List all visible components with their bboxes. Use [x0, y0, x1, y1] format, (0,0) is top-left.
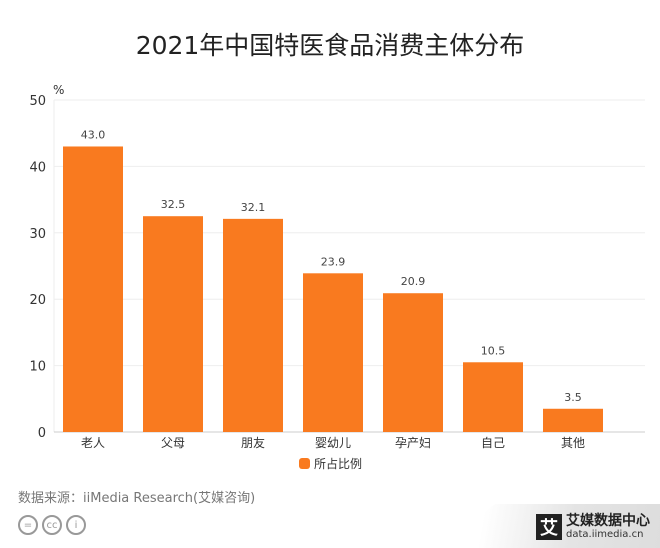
logo: 艾 艾媒数据中心 data.iimedia.cn [536, 514, 650, 540]
cc-by-icon: i [66, 515, 86, 535]
y-tick-label: 10 [29, 360, 46, 375]
chart-title: 2021年中国特医食品消费主体分布 [135, 31, 525, 60]
y-tick-label: 50 [29, 94, 46, 109]
x-tick-label: 婴幼儿 [315, 436, 351, 450]
x-tick-label: 其他 [561, 436, 585, 450]
data-label: 32.1 [241, 201, 266, 214]
y-tick-label: 0 [38, 426, 46, 441]
y-tick-label: 30 [29, 227, 46, 242]
data-label: 32.5 [161, 198, 186, 211]
logo-mark: 艾 [536, 514, 562, 540]
data-label: 3.5 [564, 391, 582, 404]
data-label: 23.9 [321, 255, 346, 268]
bar [303, 273, 363, 432]
logo-name: 艾媒数据中心 [566, 513, 650, 529]
x-tick-label: 孕产妇 [395, 436, 431, 450]
x-tick-label: 父母 [161, 436, 185, 450]
data-label: 20.9 [401, 275, 426, 288]
bar [223, 218, 283, 432]
data-source: 数据来源：iiMedia Research(艾媒咨询) [18, 491, 256, 506]
bar [543, 408, 603, 432]
bar-chart: 0 10 20 30 40 50% 43.0 老人 32.5 父母 32.1 朋友 23.9 婴幼儿 20.… [29, 83, 645, 471]
legend-swatch [299, 458, 310, 469]
x-tick-label: 自己 [481, 436, 505, 450]
x-tick-label: 老人 [81, 436, 105, 450]
data-label: 43.0 [81, 128, 106, 141]
legend-label: 所占比例 [314, 456, 362, 471]
license-icons: = cc i [18, 515, 86, 535]
data-label: 10.5 [481, 344, 506, 357]
y-axis-unit: % [53, 83, 64, 97]
bar [463, 362, 523, 432]
bar [63, 146, 123, 433]
y-tick-label: 40 [29, 160, 46, 175]
cc-icon: cc [42, 515, 62, 535]
bar [143, 216, 203, 432]
bar [383, 293, 443, 432]
cc-nd-icon: = [18, 515, 38, 535]
y-tick-label: 20 [29, 293, 46, 308]
logo-url: data.iimedia.cn [566, 529, 644, 540]
x-tick-label: 朋友 [241, 436, 265, 450]
